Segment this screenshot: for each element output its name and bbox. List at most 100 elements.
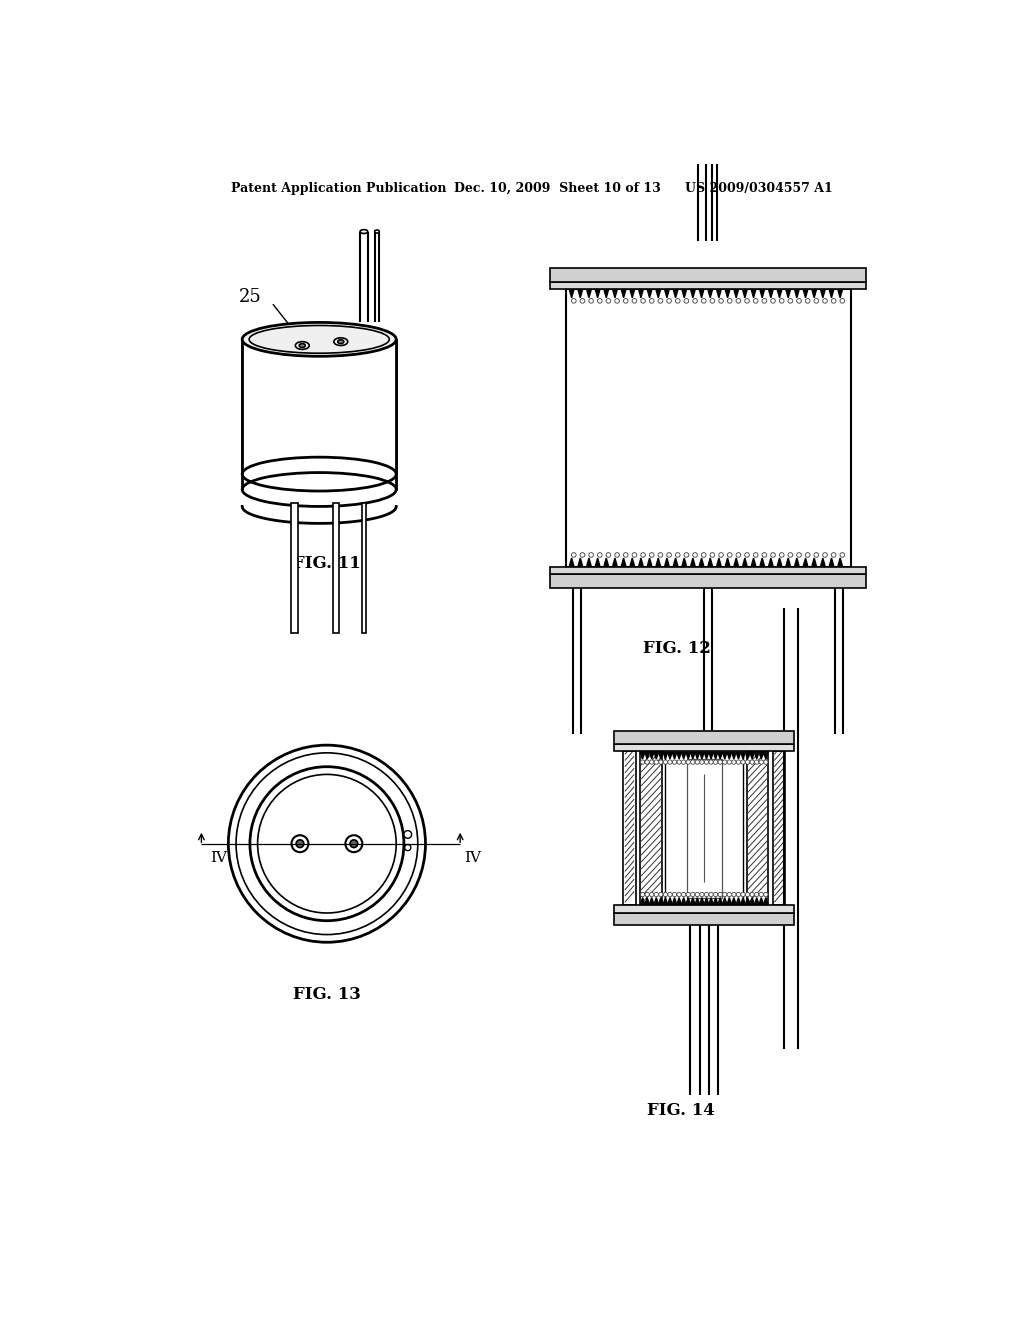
Ellipse shape	[228, 744, 425, 942]
Ellipse shape	[334, 338, 348, 346]
Ellipse shape	[686, 760, 690, 764]
Bar	[361, 503, 367, 634]
Polygon shape	[649, 752, 654, 759]
Polygon shape	[672, 898, 677, 904]
Ellipse shape	[338, 339, 344, 343]
Ellipse shape	[664, 760, 668, 764]
Ellipse shape	[404, 845, 411, 850]
Ellipse shape	[682, 760, 686, 764]
Ellipse shape	[788, 553, 793, 557]
Polygon shape	[645, 898, 649, 904]
Ellipse shape	[676, 553, 680, 557]
Ellipse shape	[693, 298, 697, 304]
Polygon shape	[731, 898, 736, 904]
Ellipse shape	[571, 298, 577, 304]
Ellipse shape	[668, 892, 672, 896]
Polygon shape	[681, 898, 686, 904]
Ellipse shape	[727, 892, 731, 896]
Polygon shape	[777, 558, 781, 566]
Ellipse shape	[701, 298, 706, 304]
Polygon shape	[759, 752, 764, 759]
Ellipse shape	[667, 553, 672, 557]
Polygon shape	[734, 290, 738, 298]
Ellipse shape	[699, 892, 705, 896]
Polygon shape	[714, 898, 718, 904]
Ellipse shape	[640, 760, 645, 764]
Ellipse shape	[295, 342, 309, 350]
Ellipse shape	[249, 326, 389, 354]
Ellipse shape	[727, 298, 732, 304]
Bar	[292, 503, 298, 634]
Polygon shape	[630, 290, 635, 298]
Polygon shape	[717, 558, 721, 566]
Ellipse shape	[645, 760, 649, 764]
Ellipse shape	[710, 553, 715, 557]
Ellipse shape	[709, 760, 713, 764]
Polygon shape	[742, 290, 748, 298]
Ellipse shape	[668, 760, 672, 764]
Text: FIG. 14: FIG. 14	[647, 1102, 715, 1119]
Polygon shape	[677, 898, 681, 904]
Ellipse shape	[754, 298, 758, 304]
Ellipse shape	[292, 836, 308, 853]
Ellipse shape	[658, 553, 663, 557]
Ellipse shape	[699, 760, 705, 764]
Polygon shape	[764, 898, 768, 904]
Polygon shape	[654, 752, 658, 759]
Polygon shape	[820, 290, 825, 298]
Ellipse shape	[727, 553, 732, 557]
Ellipse shape	[705, 892, 709, 896]
Polygon shape	[682, 290, 686, 298]
Ellipse shape	[684, 298, 689, 304]
Polygon shape	[708, 290, 713, 298]
Polygon shape	[664, 752, 668, 759]
Polygon shape	[838, 558, 843, 566]
Polygon shape	[668, 752, 672, 759]
Ellipse shape	[649, 760, 654, 764]
Polygon shape	[740, 898, 745, 904]
Ellipse shape	[614, 553, 620, 557]
Polygon shape	[612, 558, 617, 566]
Polygon shape	[709, 752, 714, 759]
Polygon shape	[612, 290, 617, 298]
Polygon shape	[786, 290, 791, 298]
Polygon shape	[579, 290, 583, 298]
Ellipse shape	[693, 553, 697, 557]
Ellipse shape	[714, 892, 718, 896]
Polygon shape	[717, 290, 721, 298]
Bar	[686, 759, 722, 898]
Polygon shape	[639, 558, 643, 566]
Ellipse shape	[686, 892, 690, 896]
Ellipse shape	[296, 840, 304, 847]
Ellipse shape	[736, 553, 740, 557]
Polygon shape	[731, 752, 736, 759]
Ellipse shape	[740, 760, 745, 764]
Bar	[565, 289, 851, 566]
Ellipse shape	[745, 760, 750, 764]
Ellipse shape	[754, 553, 758, 557]
Polygon shape	[595, 290, 600, 298]
Ellipse shape	[345, 836, 362, 853]
Polygon shape	[727, 898, 731, 904]
Ellipse shape	[709, 892, 713, 896]
Bar	[550, 566, 866, 574]
Polygon shape	[640, 898, 645, 904]
Text: Dec. 10, 2009  Sheet 10 of 13: Dec. 10, 2009 Sheet 10 of 13	[454, 182, 660, 194]
Polygon shape	[630, 558, 635, 566]
Ellipse shape	[658, 760, 663, 764]
Ellipse shape	[645, 892, 649, 896]
Bar	[614, 913, 795, 925]
Bar	[550, 281, 866, 289]
Polygon shape	[725, 558, 730, 566]
Polygon shape	[569, 290, 573, 298]
Polygon shape	[665, 558, 669, 566]
Ellipse shape	[597, 298, 602, 304]
Ellipse shape	[664, 892, 668, 896]
Polygon shape	[708, 558, 713, 566]
Ellipse shape	[755, 760, 759, 764]
Bar	[333, 503, 339, 634]
Polygon shape	[649, 898, 654, 904]
Polygon shape	[622, 558, 626, 566]
Ellipse shape	[822, 553, 827, 557]
Ellipse shape	[718, 760, 722, 764]
